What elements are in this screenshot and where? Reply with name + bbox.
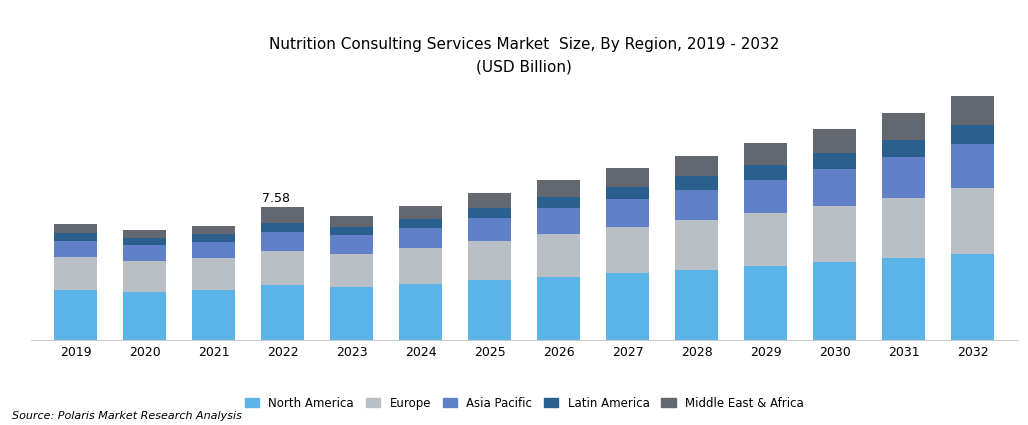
Bar bbox=[123, 261, 167, 292]
Bar bbox=[399, 218, 442, 228]
Bar bbox=[675, 190, 719, 221]
Bar bbox=[261, 251, 304, 286]
Bar bbox=[192, 234, 235, 242]
Bar bbox=[330, 216, 373, 227]
Bar bbox=[952, 125, 994, 144]
Bar bbox=[538, 197, 580, 208]
Bar bbox=[675, 221, 719, 269]
Bar bbox=[882, 258, 925, 340]
Bar bbox=[330, 287, 373, 340]
Bar bbox=[744, 165, 787, 180]
Bar bbox=[538, 234, 580, 277]
Bar bbox=[675, 269, 719, 340]
Bar bbox=[607, 168, 650, 187]
Bar bbox=[744, 180, 787, 213]
Bar bbox=[261, 224, 304, 232]
Bar bbox=[538, 180, 580, 197]
Bar bbox=[607, 273, 650, 340]
Bar bbox=[952, 96, 994, 125]
Bar bbox=[330, 227, 373, 235]
Title: Nutrition Consulting Services Market  Size, By Region, 2019 - 2032
(USD Billion): Nutrition Consulting Services Market Siz… bbox=[269, 37, 779, 74]
Bar bbox=[744, 213, 787, 266]
Text: Source: Polaris Market Research Analysis: Source: Polaris Market Research Analysis bbox=[12, 411, 243, 421]
Legend: North America, Europe, Asia Pacific, Latin America, Middle East & Africa: North America, Europe, Asia Pacific, Lat… bbox=[241, 392, 808, 414]
Bar bbox=[54, 233, 97, 241]
Bar bbox=[261, 232, 304, 251]
Bar bbox=[952, 254, 994, 340]
Bar bbox=[813, 129, 856, 153]
Bar bbox=[123, 292, 167, 340]
Text: 7.58: 7.58 bbox=[262, 192, 290, 204]
Bar bbox=[813, 262, 856, 340]
Bar bbox=[192, 226, 235, 234]
Bar bbox=[399, 228, 442, 248]
Bar bbox=[813, 170, 856, 206]
Bar bbox=[123, 230, 167, 238]
Bar bbox=[192, 242, 235, 258]
Bar bbox=[882, 140, 925, 157]
Bar bbox=[952, 144, 994, 188]
Bar bbox=[744, 266, 787, 340]
Bar bbox=[882, 198, 925, 258]
Bar bbox=[744, 143, 787, 165]
Bar bbox=[123, 245, 167, 261]
Bar bbox=[952, 188, 994, 254]
Bar bbox=[469, 241, 511, 280]
Bar bbox=[123, 238, 167, 245]
Bar bbox=[607, 199, 650, 227]
Bar bbox=[54, 241, 97, 258]
Bar bbox=[538, 208, 580, 234]
Bar bbox=[399, 248, 442, 284]
Bar bbox=[607, 187, 650, 199]
Bar bbox=[607, 227, 650, 273]
Bar bbox=[261, 286, 304, 340]
Bar bbox=[330, 235, 373, 254]
Bar bbox=[469, 207, 511, 218]
Bar bbox=[54, 224, 97, 233]
Bar bbox=[882, 157, 925, 198]
Bar bbox=[675, 156, 719, 176]
Bar bbox=[399, 207, 442, 218]
Bar bbox=[192, 290, 235, 340]
Bar bbox=[54, 258, 97, 290]
Bar bbox=[538, 277, 580, 340]
Bar bbox=[813, 153, 856, 170]
Bar bbox=[469, 218, 511, 241]
Bar bbox=[54, 290, 97, 340]
Bar bbox=[469, 280, 511, 340]
Bar bbox=[399, 284, 442, 340]
Bar bbox=[675, 176, 719, 190]
Bar bbox=[330, 254, 373, 287]
Bar bbox=[261, 207, 304, 224]
Bar bbox=[813, 206, 856, 262]
Bar bbox=[192, 258, 235, 290]
Bar bbox=[882, 113, 925, 140]
Bar bbox=[469, 193, 511, 207]
